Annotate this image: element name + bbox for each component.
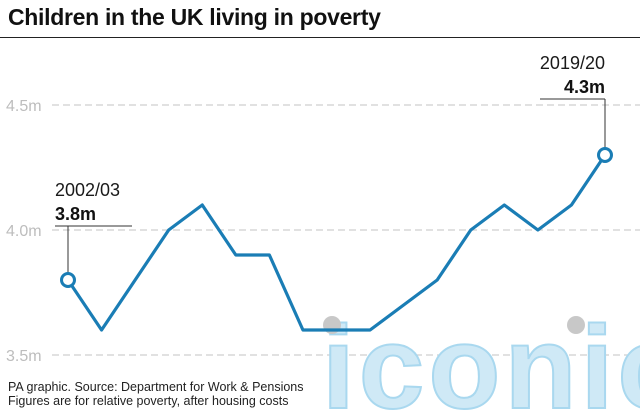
series-line	[66, 153, 607, 332]
data-markers	[60, 147, 613, 288]
gridlines	[52, 104, 640, 356]
data-point-marker-1	[597, 147, 613, 163]
annotation-period-1: 2019/20	[540, 53, 605, 73]
y-axis-labels: 3.5m 4.0m 4.5m	[6, 98, 42, 365]
title-divider	[0, 37, 640, 38]
data-point-marker-0	[60, 272, 76, 288]
annotation-value-1: 4.3m	[564, 77, 605, 97]
watermark-text: iconic	[322, 302, 640, 415]
source-line-1: PA graphic. Source: Department for Work …	[8, 380, 304, 394]
y-tick-label-2: 4.5m	[6, 98, 42, 115]
source-note: PA graphic. Source: Department for Work …	[8, 380, 304, 408]
series-line-layer	[66, 153, 607, 332]
y-tick-label-0: 3.5m	[6, 348, 42, 365]
chart-title: Children in the UK living in poverty	[8, 4, 381, 30]
y-tick-label-1: 4.0m	[6, 223, 42, 240]
annotation-period-0: 2002/03	[55, 180, 120, 200]
annotations: 2002/03 3.8m 2019/20 4.3m	[55, 53, 606, 280]
annotation-value-0: 3.8m	[55, 204, 96, 224]
source-line-2: Figures are for relative poverty, after …	[8, 394, 289, 408]
watermark: iconic	[321, 301, 640, 415]
watermark-dot-right	[567, 316, 585, 334]
